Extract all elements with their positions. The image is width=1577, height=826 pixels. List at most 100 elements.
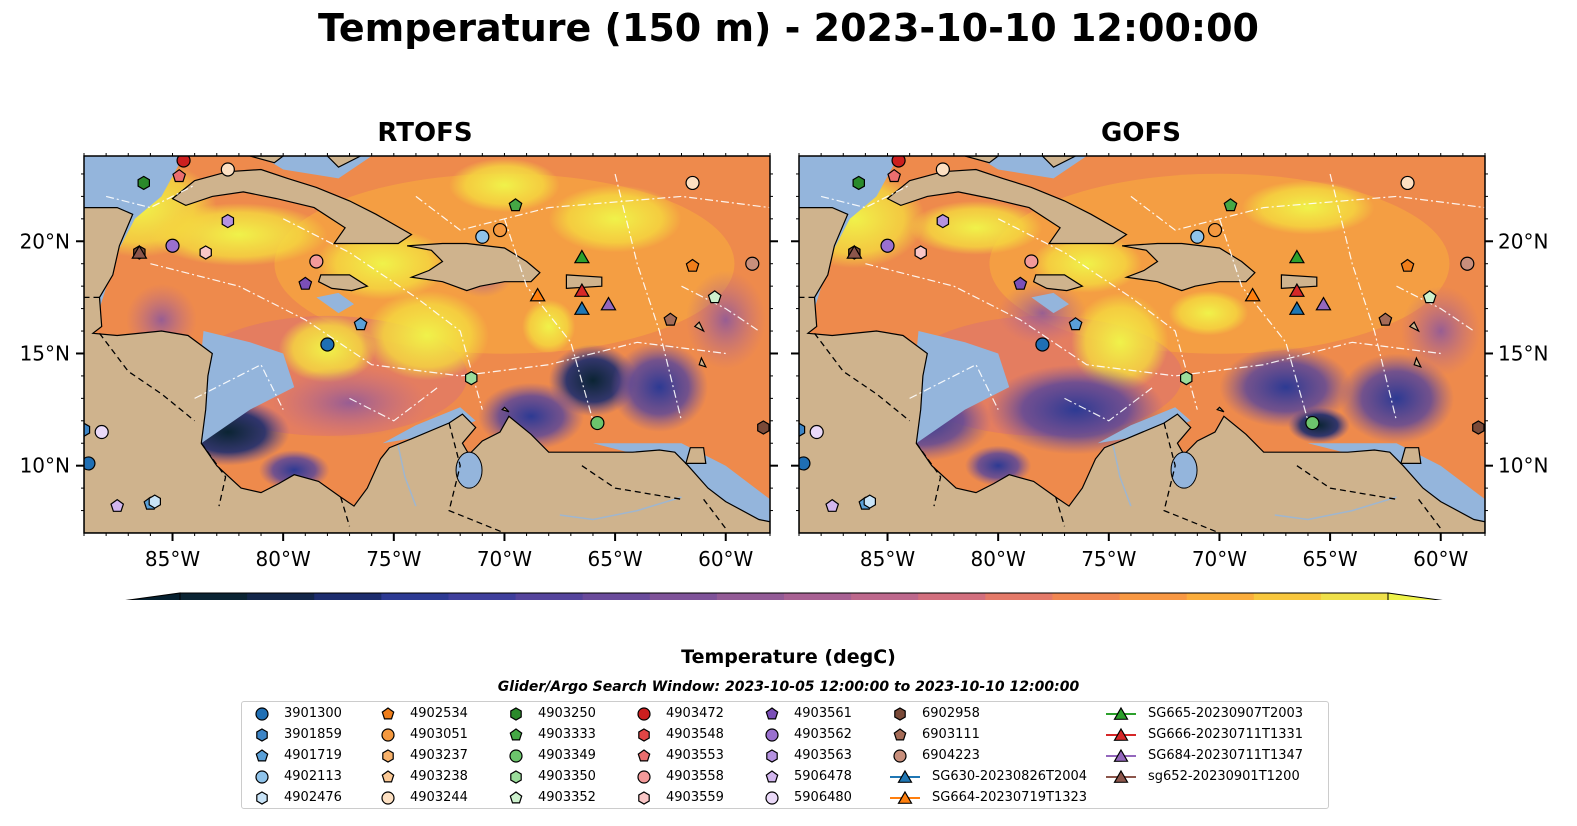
hexagon-marker-icon xyxy=(510,769,522,784)
hexagon-marker-icon xyxy=(766,748,778,763)
circle-marker-icon xyxy=(255,769,269,784)
colorbar-segment xyxy=(716,593,785,600)
legend-marker xyxy=(893,748,907,763)
legend-item: 4902476 xyxy=(252,787,342,808)
legend-marker xyxy=(381,790,395,805)
eez-boundary xyxy=(1064,386,1154,422)
legend-item: 4903051 xyxy=(378,724,468,745)
observation-marker xyxy=(1315,296,1332,311)
land xyxy=(1413,356,1422,368)
colorbar-segment xyxy=(448,593,517,600)
colorbar-segment xyxy=(1052,593,1121,600)
hexagon-marker-icon xyxy=(638,727,650,742)
shelf-area xyxy=(799,156,899,331)
legend-marker xyxy=(1113,727,1129,741)
observation-marker xyxy=(492,222,508,238)
land xyxy=(1121,242,1256,292)
map-frame xyxy=(798,155,1486,534)
colorbar-segment xyxy=(1119,593,1188,600)
land xyxy=(406,242,541,292)
colorbar-segment xyxy=(515,593,584,600)
eez-boundary xyxy=(1329,173,1398,421)
pentagon-marker-icon xyxy=(381,706,395,719)
country-border xyxy=(581,465,682,500)
observation-marker xyxy=(1068,317,1083,331)
legend-item: 4903333 xyxy=(506,724,596,745)
observation-marker xyxy=(199,245,212,260)
legend-marker xyxy=(638,790,650,805)
colorbar-segment xyxy=(985,593,1054,600)
shelf-area xyxy=(316,292,354,314)
legend-label: 4903562 xyxy=(794,727,852,742)
legend-item: 4903349 xyxy=(506,745,596,766)
observation-marker xyxy=(600,296,617,311)
legend-item: SG684-20230711T1347 xyxy=(1106,745,1303,766)
legend-item: 4903558 xyxy=(634,766,724,787)
pentagon-marker-icon xyxy=(765,706,779,719)
temperature-feature xyxy=(610,342,709,433)
pentagon-marker-icon xyxy=(765,769,779,782)
land xyxy=(565,274,603,290)
observation-marker xyxy=(221,213,235,229)
temperature-feature xyxy=(1338,353,1455,444)
land xyxy=(501,406,510,413)
legend-label: SG666-20230711T1331 xyxy=(1148,727,1304,742)
pentagon-marker-icon xyxy=(381,769,395,782)
observation-marker xyxy=(320,337,335,352)
eez-boundary xyxy=(1130,195,1485,231)
legend-marker xyxy=(1113,769,1129,783)
eez-boundary xyxy=(415,195,770,231)
colorbar-segment xyxy=(247,593,315,600)
rtofs-map: 85°W 80°W 75°W 70°W 65°W 60°W 20°N 15°N 10°N xyxy=(20,153,778,571)
legend-marker xyxy=(766,748,778,763)
legend-marker xyxy=(381,727,395,742)
legend-label: 3901859 xyxy=(284,727,342,742)
legend-marker xyxy=(509,748,523,763)
observation-marker xyxy=(1179,371,1193,386)
land xyxy=(1216,406,1225,413)
hexagon-marker-icon xyxy=(382,748,394,763)
hexagon-marker-icon xyxy=(256,790,268,805)
legend-marker xyxy=(893,727,907,740)
observation-marker xyxy=(799,422,806,437)
shelf-area xyxy=(1097,407,1191,444)
eez-boundary xyxy=(681,285,760,332)
eez-boundary xyxy=(909,363,999,410)
observation-marker xyxy=(475,229,490,244)
legend-marker xyxy=(255,748,269,761)
y-tick-label: 10°N xyxy=(20,454,70,478)
legend-item: 3901859 xyxy=(252,724,342,745)
observation-marker xyxy=(1288,249,1305,264)
country-border xyxy=(1296,465,1397,500)
legend-marker xyxy=(509,790,523,803)
legend-label: 4903349 xyxy=(538,748,596,763)
country-border xyxy=(200,442,227,507)
legend-label: 4903548 xyxy=(666,727,724,742)
observation-marker xyxy=(84,456,96,471)
observation-marker xyxy=(1024,254,1039,269)
legend-marker xyxy=(255,706,269,721)
legend-item: SG666-20230711T1331 xyxy=(1106,724,1303,745)
observation-marker xyxy=(353,317,368,331)
hexagon-marker-icon xyxy=(510,706,522,721)
legend-marker xyxy=(509,727,523,740)
observation-marker xyxy=(891,156,906,168)
legend-item: 6903111 xyxy=(890,724,980,745)
observation-marker xyxy=(220,162,235,177)
x-tick-label: 65°W xyxy=(1302,547,1357,571)
legend-label: SG664-20230719T1323 xyxy=(932,790,1088,805)
legend-item: 4903244 xyxy=(378,787,468,808)
eez-boundary xyxy=(1396,285,1475,332)
pentagon-marker-icon xyxy=(509,790,523,803)
legend-marker xyxy=(382,748,394,763)
circle-marker-icon xyxy=(765,727,779,742)
legend-label: 5906480 xyxy=(794,790,852,805)
observation-marker xyxy=(1244,287,1261,302)
x-tick-label: 80°W xyxy=(256,547,311,571)
legend-marker xyxy=(255,769,269,784)
legend-marker xyxy=(894,706,906,721)
eez-boundary xyxy=(503,218,594,421)
circle-marker-icon xyxy=(381,727,395,742)
legend-marker xyxy=(1113,706,1129,720)
triangle-marker-icon xyxy=(1106,769,1136,783)
